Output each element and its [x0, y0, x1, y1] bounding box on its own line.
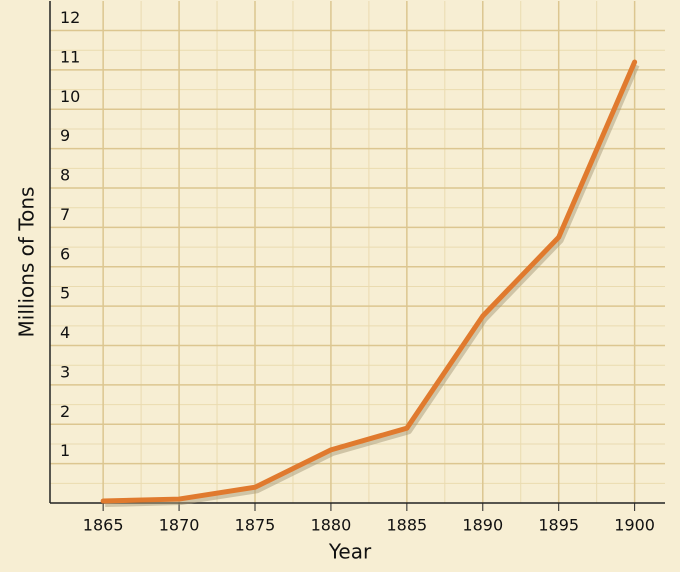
line-shadow — [105, 63, 640, 508]
y-tick-label: 11 — [60, 47, 80, 66]
y-tick-label: 1 — [60, 441, 70, 460]
line — [100, 59, 638, 504]
x-tick-label: 1890 — [462, 516, 503, 535]
y-tick-label: 2 — [60, 402, 70, 421]
x-tick-label: 1900 — [614, 516, 655, 535]
y-tick-label: 9 — [60, 126, 70, 145]
y-tick-label: 10 — [60, 87, 80, 106]
y-tick-label: 5 — [60, 284, 70, 303]
x-tick-label: 1885 — [386, 516, 427, 535]
y-tick-label: 6 — [60, 244, 70, 263]
x-tick-label: 1870 — [159, 516, 200, 535]
x-axis-label: Year — [328, 540, 372, 564]
y-axis-label: Millions of Tons — [15, 187, 39, 338]
y-tick-label: 8 — [60, 166, 70, 185]
y-tick-label: 3 — [60, 362, 70, 381]
x-tick-label: 1875 — [235, 516, 276, 535]
y-tick-label: 7 — [60, 205, 70, 224]
y-tick-label: 4 — [60, 323, 70, 342]
x-tick-label: 1895 — [538, 516, 579, 535]
y-tick-label: 12 — [60, 8, 80, 27]
x-tick-label: 1880 — [311, 516, 352, 535]
x-tick-label: 1865 — [83, 516, 124, 535]
